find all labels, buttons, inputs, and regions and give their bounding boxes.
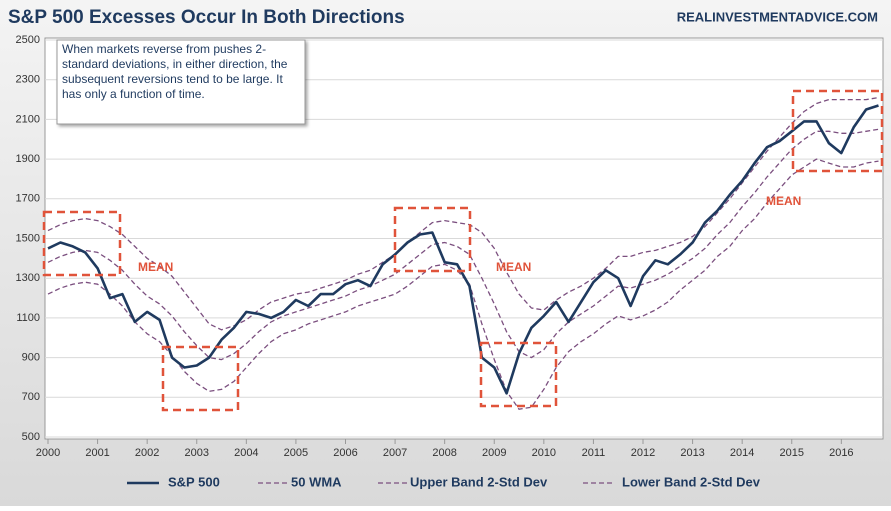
mean-label: MEAN: [766, 194, 801, 208]
x-tick-label: 2016: [829, 447, 853, 459]
x-tick-label: 2013: [680, 447, 704, 459]
series-line: [47, 128, 879, 361]
x-tick-label: 2008: [432, 447, 456, 459]
highlight-box: [161, 345, 240, 412]
x-tick-label: 2002: [135, 447, 159, 459]
x-tick-label: 2009: [482, 447, 506, 459]
highlight-box: [393, 206, 472, 273]
y-tick-label: 1100: [16, 312, 40, 324]
x-tick-label: 2006: [333, 447, 357, 459]
y-tick-label: 900: [22, 352, 40, 364]
highlight-box: [791, 89, 884, 173]
source: REALINVESTMENTADVICE.COM: [677, 9, 878, 24]
x-tick-label: 2004: [234, 447, 258, 459]
y-tick-label: 1900: [16, 153, 40, 165]
chart-title: S&P 500 Excesses Occur In Both Direction…: [8, 7, 405, 28]
highlight-box: [479, 341, 558, 408]
y-tick-label: 1500: [16, 232, 40, 244]
x-tick-label: 2005: [284, 447, 308, 459]
y-tick-label: 700: [22, 391, 40, 403]
legend-label: Upper Band 2-Std Dev: [410, 474, 548, 489]
x-tick-label: 2015: [780, 447, 804, 459]
x-tick-label: 2012: [631, 447, 655, 459]
y-tick-label: 1300: [16, 272, 40, 284]
mean-label: MEAN: [138, 260, 173, 274]
legend-label: 50 WMA: [291, 474, 342, 489]
y-tick-label: 1700: [16, 193, 40, 205]
x-tick-label: 2003: [185, 447, 209, 459]
annotation: When markets reverse from pushes 2-stand…: [62, 42, 288, 101]
series-line: [47, 104, 879, 395]
mean-label: MEAN: [496, 260, 531, 274]
highlight-box: [42, 210, 122, 277]
x-tick-label: 2010: [532, 447, 556, 459]
x-tick-label: 2000: [36, 447, 60, 459]
highlight-boxes: [42, 89, 884, 412]
x-tick-label: 2001: [85, 447, 109, 459]
x-tick-label: 2007: [383, 447, 407, 459]
y-tick-label: 2100: [16, 113, 40, 125]
legend-label: S&P 500: [168, 474, 220, 489]
x-tick-label: 2014: [730, 447, 754, 459]
annotation-box: [56, 39, 306, 125]
series-line: [47, 96, 879, 331]
y-tick-label: 2500: [16, 34, 40, 46]
y-tick-label: 500: [22, 431, 40, 443]
y-tick-label: 2300: [16, 74, 40, 86]
legend-label: Lower Band 2-Std Dev: [622, 474, 761, 489]
x-tick-label: 2011: [582, 447, 606, 459]
annotation-wrap: When markets reverse from pushes 2-stand…: [62, 42, 288, 101]
